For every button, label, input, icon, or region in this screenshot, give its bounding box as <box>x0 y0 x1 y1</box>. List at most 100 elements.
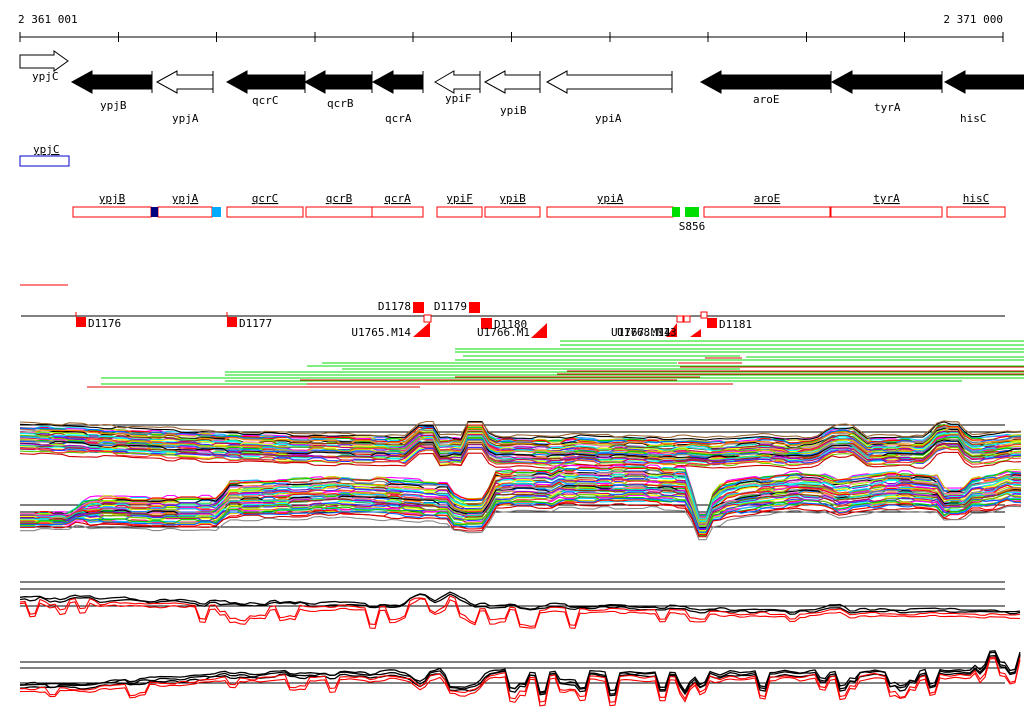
marker-label-U1766.M1[interactable]: U1766.M1 <box>477 326 530 339</box>
gene-arrow-hisC[interactable] <box>943 70 1024 94</box>
feature-link-qcrC[interactable]: qcrC <box>252 192 279 205</box>
gene-label-ypjA: ypjA <box>172 112 199 125</box>
marker-label-D1181[interactable]: D1181 <box>719 318 752 331</box>
profile-line <box>20 497 1022 533</box>
feature-link-ypjB[interactable]: ypjB <box>99 192 126 205</box>
gene-label-hisC: hisC <box>960 112 987 125</box>
gene-label-qcrB: qcrB <box>327 97 354 110</box>
profile-line <box>20 488 1022 531</box>
gene-arrow-ypjB[interactable] <box>70 70 153 94</box>
ruler-start-coordinate: 2 361 001 <box>18 13 78 26</box>
marker-hollow-square[interactable] <box>683 315 691 323</box>
gene-label-tyrA: tyrA <box>874 101 901 114</box>
coverage-track-1-trace <box>19 598 1021 629</box>
marker-flag-triangle[interactable] <box>666 323 677 337</box>
marker-hollow-square[interactable] <box>700 311 708 319</box>
marker-square-D1179-box[interactable] <box>469 302 480 313</box>
feature-box-ypiA[interactable] <box>546 206 674 218</box>
ypjc-feature: ypjC <box>19 143 70 167</box>
expression-profile-plot <box>19 420 1022 541</box>
marker-flag-triangle[interactable] <box>690 329 701 337</box>
gene-arrow-ypiB[interactable] <box>483 70 541 94</box>
ruler-end-coordinate: 2 371 000 <box>943 13 1003 26</box>
feature-box-tyrA[interactable] <box>830 206 943 218</box>
ypjc-feature-box[interactable] <box>19 155 70 167</box>
feature-link-ypjC[interactable]: ypjC <box>33 143 60 156</box>
feature-box-aroE[interactable] <box>703 206 831 218</box>
gene-label-ypiF: ypiF <box>445 92 472 105</box>
coverage-track-2-trace <box>19 658 1021 707</box>
marker-label-U1768.M13[interactable]: U1768.M13 <box>617 326 677 339</box>
feature-link-ypiB[interactable]: ypiB <box>499 192 526 205</box>
gene-arrow-track: ypjC ypjB ypjA qcrC qcrB qcrA ypiF ypiB ypiA aroE… <box>19 50 1024 125</box>
gene-label-ypjC: ypjC <box>32 70 59 83</box>
navy-segment[interactable] <box>151 207 158 217</box>
feature-box-qcrC[interactable] <box>226 206 304 218</box>
gene-label-ypjB: ypjB <box>100 99 127 112</box>
profile-line <box>19 446 1022 467</box>
feature-link-ypiF[interactable]: ypiF <box>446 192 473 205</box>
coverage-track-2-trace <box>19 655 1021 697</box>
coverage-track-2-trace <box>19 650 1021 693</box>
marker-label-D1179[interactable]: D1179 <box>434 300 467 313</box>
green-segment-2[interactable] <box>685 207 699 217</box>
feature-link-qcrB[interactable]: qcrB <box>326 192 353 205</box>
feature-box-ypjB[interactable] <box>72 206 152 218</box>
marker-label-D1177[interactable]: D1177 <box>239 317 272 330</box>
feature-link-hisC[interactable]: hisC <box>963 192 990 205</box>
marker-flag-triangle[interactable] <box>531 323 547 338</box>
marker-square-D1178-box[interactable] <box>413 302 424 313</box>
profile-line <box>19 426 1022 448</box>
marker-label-D1180[interactable]: D1180 <box>494 318 527 331</box>
gene-arrow-ypjA[interactable] <box>155 70 214 94</box>
profile-line <box>20 475 1022 522</box>
ruler <box>19 32 1004 42</box>
profile-line <box>19 443 1022 466</box>
feature-box-ypiF[interactable] <box>436 206 483 218</box>
feature-box-ypiB[interactable] <box>484 206 541 218</box>
coverage-track-1-trace <box>19 593 1021 615</box>
marker-label-U1767.M14[interactable]: U1767.M14 <box>611 326 671 339</box>
profile-line <box>20 480 1022 523</box>
cyan-segment[interactable] <box>212 207 221 217</box>
marker-flag-triangle[interactable] <box>413 322 430 337</box>
marker-square-D1180-box[interactable] <box>481 318 492 329</box>
gene-arrow-ypiF[interactable] <box>434 70 481 94</box>
feature-link-tyrA[interactable]: tyrA <box>873 192 900 205</box>
gene-label-aroE: aroE <box>753 93 780 106</box>
feature-box-qcrA[interactable] <box>371 206 424 218</box>
feature-box-hisC[interactable] <box>946 206 1006 218</box>
marker-hollow-square[interactable] <box>676 315 684 323</box>
feature-link-aroE[interactable]: aroE <box>754 192 781 205</box>
marker-label-D1178[interactable]: D1178 <box>378 300 411 313</box>
gene-arrow-qcrC[interactable] <box>225 70 306 94</box>
gene-arrow-ypjC[interactable] <box>19 50 69 72</box>
green-segment-1[interactable] <box>672 207 680 217</box>
coverage-track-1 <box>19 581 1021 629</box>
gene-arrow-qcrA[interactable] <box>371 70 424 94</box>
marker-square-D1177-box[interactable] <box>227 317 237 327</box>
feature-box-qcrB[interactable] <box>305 206 373 218</box>
marker-label-U1765.M14[interactable]: U1765.M14 <box>351 326 411 339</box>
marker-label-D1176[interactable]: D1176 <box>88 317 121 330</box>
alignment-track <box>87 340 1024 388</box>
profile-line <box>20 480 1022 525</box>
marker-square-D1181-box[interactable] <box>707 318 717 328</box>
coverage-track-1-trace <box>19 591 1021 613</box>
gene-arrow-qcrB[interactable] <box>303 70 373 94</box>
profile-outlier-line <box>19 421 1022 441</box>
marker-track: D1176 D1177 D1178 D1179 D1180 D1181 U1765.M14 U… <box>21 300 1005 339</box>
gene-arrow-aroE[interactable] <box>699 70 832 94</box>
feature-link-ypjA[interactable]: ypjA <box>172 192 199 205</box>
site-label-s856: S856 <box>679 220 706 233</box>
gene-label-ypiB: ypiB <box>500 104 527 117</box>
marker-hollow-square[interactable] <box>423 314 432 323</box>
gene-label-qcrC: qcrC <box>252 94 279 107</box>
gene-arrow-tyrA[interactable] <box>830 70 943 94</box>
feature-link-ypiA[interactable]: ypiA <box>597 192 624 205</box>
gene-arrow-ypiA[interactable] <box>545 70 673 94</box>
profile-outlier-line <box>19 420 1022 439</box>
feature-box-ypjA[interactable] <box>157 206 213 218</box>
feature-link-qcrA[interactable]: qcrA <box>384 192 411 205</box>
marker-square-D1176-box[interactable] <box>76 317 86 327</box>
